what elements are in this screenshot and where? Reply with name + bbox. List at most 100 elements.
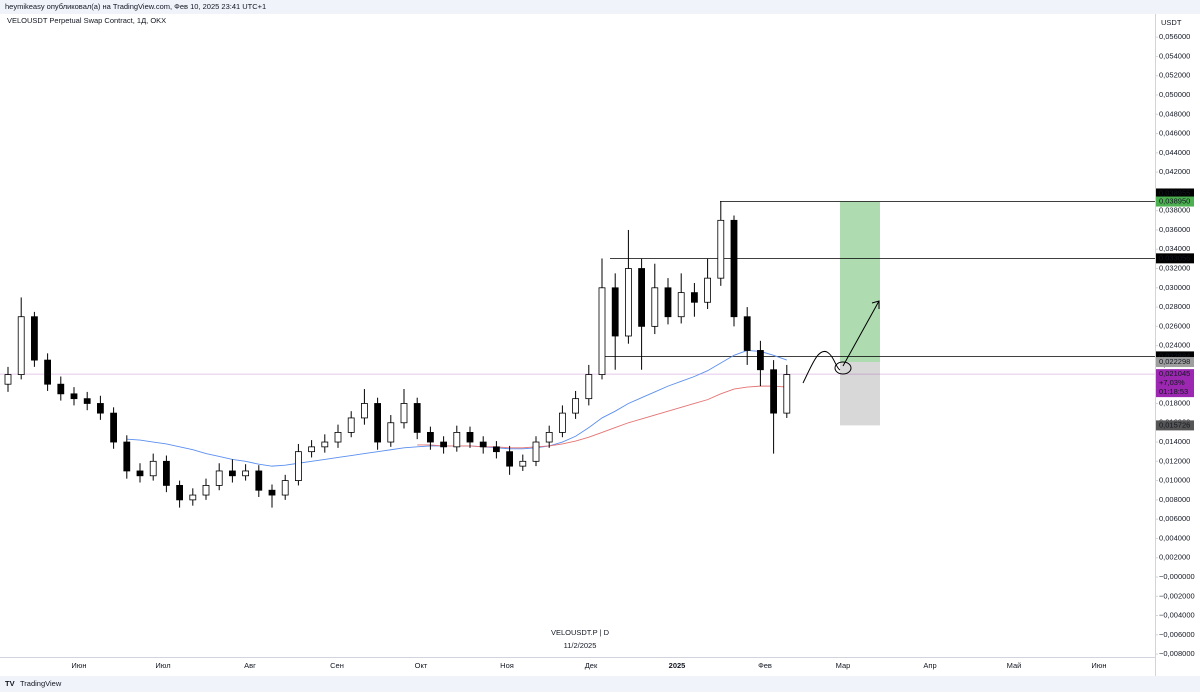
target-zone — [840, 201, 880, 363]
top-bar — [0, 0, 1200, 14]
candle-body — [677, 292, 685, 318]
y-tick-label: −0,002000 — [1159, 591, 1195, 600]
y-tick-label: 0,030000 — [1159, 283, 1190, 292]
last-price-tag: 0,021045 — [1159, 369, 1190, 378]
candle-body — [268, 489, 276, 496]
candle-body — [321, 441, 329, 448]
candle-body — [559, 412, 566, 433]
candle-body — [572, 398, 579, 414]
y-tick-label: −0,008000 — [1159, 649, 1195, 658]
candle-body — [638, 268, 645, 327]
y-tick-label: 0,054000 — [1159, 51, 1190, 60]
x-tick-label: Ноя — [500, 661, 514, 670]
candle-body — [281, 480, 289, 496]
candle-body — [374, 403, 382, 443]
hand-drawn-circle — [834, 361, 852, 375]
x-tick-label: Окт — [415, 661, 428, 670]
watermark: VELOUSDT.P | D — [551, 628, 610, 637]
x-tick-label: Сен — [330, 661, 344, 670]
brand-logo: TV — [5, 679, 15, 688]
symbol-title: VELOUSDT Perpetual Swap Contract, 1Д, OK… — [7, 16, 166, 25]
y-tick-label: 0,042000 — [1159, 167, 1190, 176]
entry-tag: 0,022298 — [1159, 357, 1190, 366]
level-tag-bg — [1156, 188, 1194, 199]
brand: TradingView — [20, 679, 62, 688]
x-tick-label: Мар — [836, 661, 851, 670]
candle-body — [492, 446, 500, 453]
level-tag-bg — [1156, 351, 1194, 362]
x-tick-label: Июн — [1091, 661, 1106, 670]
candle-body — [347, 417, 355, 433]
candle-body — [334, 431, 342, 443]
candle-body — [598, 287, 606, 375]
candle-body — [83, 398, 91, 404]
x-tick-label: Дек — [585, 661, 598, 670]
publish-info: heymikeasy опубликовал(а) на TradingView… — [5, 2, 266, 11]
candle-body — [70, 393, 78, 400]
x-tick-label: Апр — [923, 661, 936, 670]
y-tick-label: 0,038000 — [1159, 206, 1190, 215]
x-tick-label: Июн — [71, 661, 86, 670]
last-price-tag-bg — [1156, 369, 1194, 398]
y-tick-label: 0,032000 — [1159, 264, 1190, 273]
x-tick-label: Май — [1007, 661, 1022, 670]
candle-body — [123, 441, 131, 472]
candle-body — [545, 431, 553, 443]
x-tick-label: 2025 — [669, 661, 686, 670]
candle-body — [400, 403, 408, 424]
y-tick-label: 0,024000 — [1159, 341, 1190, 350]
y-tick-label: 0,002000 — [1159, 553, 1190, 562]
candle-body — [532, 441, 540, 462]
candle-body — [611, 287, 619, 337]
y-tick-label: 0,044000 — [1159, 148, 1190, 157]
candle-body — [664, 287, 672, 318]
candle-body — [149, 460, 157, 477]
stop-tag: 0,015726 — [1159, 420, 1190, 429]
candle-body — [255, 470, 263, 491]
level-tag: 0,033056 — [1159, 253, 1190, 262]
y-tick-label: −0,006000 — [1159, 630, 1195, 639]
candle-body — [704, 277, 711, 303]
x-tick-label: Фев — [758, 661, 772, 670]
y-tick-label: 0,008000 — [1159, 495, 1190, 504]
candle-body — [453, 431, 461, 448]
candle-body — [440, 441, 448, 448]
hand-drawn-arrow — [842, 300, 880, 367]
candle-body — [202, 485, 210, 496]
candle-body — [44, 359, 51, 385]
y-tick-label: 0,046000 — [1159, 129, 1190, 138]
hand-drawn-path — [802, 350, 841, 384]
price-change: +7,03% — [1159, 378, 1185, 387]
candle-body — [585, 374, 593, 400]
y-tick-label: −0,000000 — [1159, 572, 1195, 581]
y-tick-label: 0,018000 — [1159, 398, 1190, 407]
candle-body — [17, 316, 25, 375]
candle-body — [519, 460, 527, 467]
candle-body — [110, 412, 117, 443]
stop-zone — [840, 362, 880, 426]
level-tag: 0,022884 — [1159, 351, 1190, 360]
moving-average — [417, 385, 787, 449]
y-tick-label: 0,050000 — [1159, 90, 1190, 99]
candle-body — [57, 383, 65, 395]
bar-countdown: 01:18:53 — [1159, 387, 1188, 396]
y-tick-label: 0,056000 — [1159, 32, 1190, 41]
entry-tag-bg — [1156, 357, 1194, 368]
y-tick-label: −0,004000 — [1159, 611, 1195, 620]
stop-tag-bg — [1156, 420, 1194, 431]
y-tick-label: 0,026000 — [1159, 321, 1190, 330]
y-tick-label: 0,010000 — [1159, 476, 1190, 485]
candle-body — [360, 403, 368, 419]
candle-body — [189, 494, 197, 501]
candle-body — [242, 470, 250, 477]
y-tick-label: 0,034000 — [1159, 244, 1190, 253]
y-tick-label: 0,014000 — [1159, 437, 1190, 446]
candle-body — [97, 403, 104, 414]
y-tick-label: 0,006000 — [1159, 514, 1190, 523]
watermark-date: 11/2/2025 — [564, 641, 597, 650]
candle-body — [743, 316, 751, 351]
candle-body — [308, 446, 316, 453]
candle-body — [30, 316, 38, 361]
candle-body — [4, 374, 12, 385]
